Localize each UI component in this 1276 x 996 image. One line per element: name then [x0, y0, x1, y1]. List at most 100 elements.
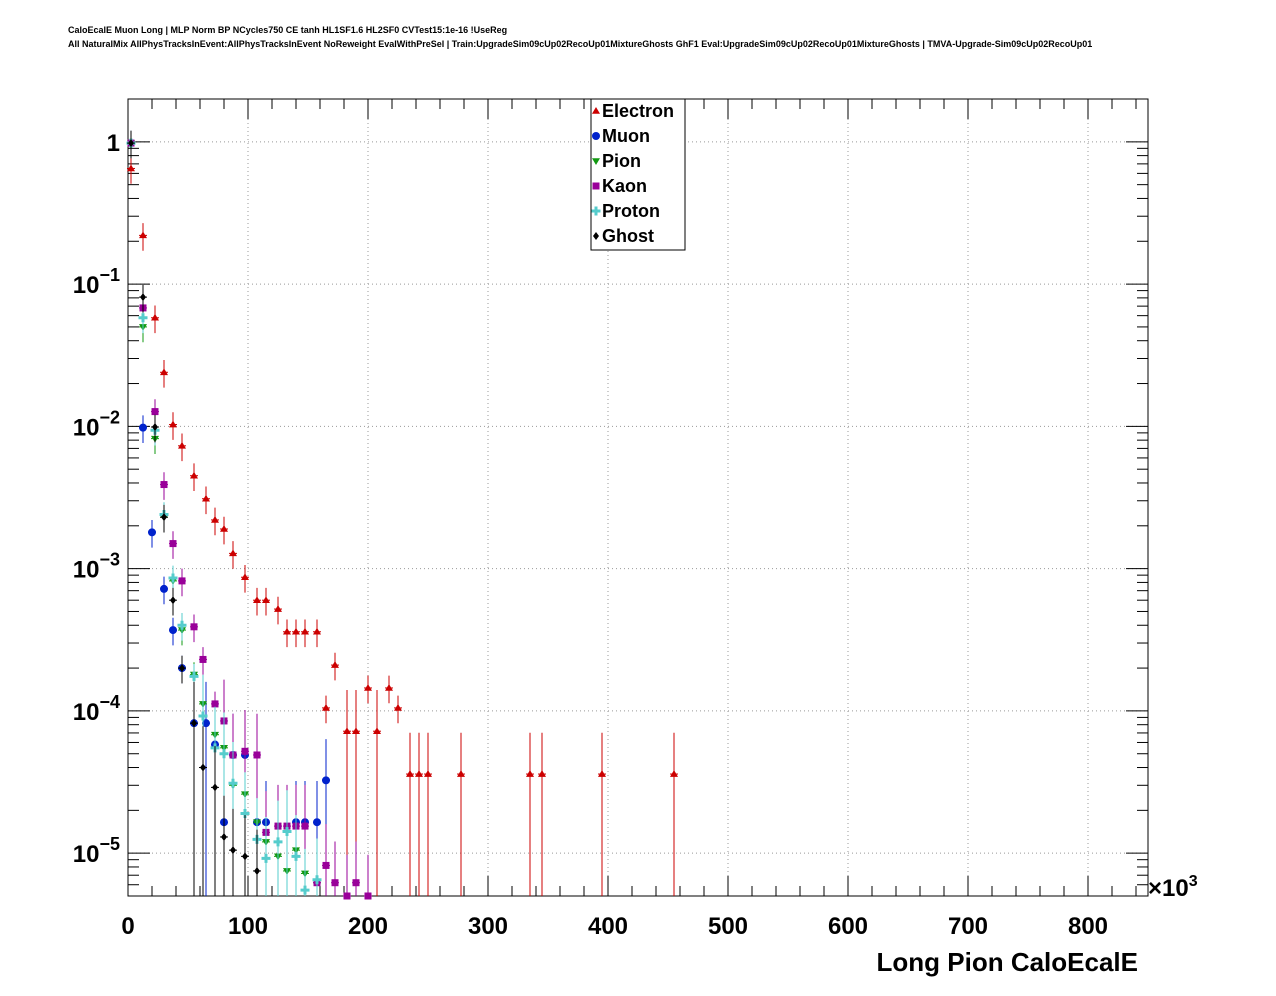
marker [199, 655, 207, 663]
marker [228, 778, 238, 788]
marker [198, 711, 208, 721]
marker [364, 683, 372, 691]
marker [138, 313, 148, 323]
marker [670, 770, 678, 777]
x-axis-multiplier: ×103 [1148, 873, 1198, 902]
data-point-ghost [139, 284, 147, 313]
y-tick-label: 10−2 [73, 407, 120, 441]
legend-marker [592, 132, 600, 140]
marker [127, 164, 135, 172]
marker [179, 664, 185, 673]
data-point-kaon [178, 568, 186, 597]
axes: 0 100 200 300 400 500 600 700 800 10−5 10−4 10−3 10−… [73, 98, 1149, 940]
marker [538, 770, 546, 777]
data-point-ghost [160, 504, 168, 533]
marker [415, 770, 423, 777]
legend-entry-electron: Electron [592, 101, 674, 121]
y-tick-label: 1 [107, 130, 120, 157]
marker [526, 770, 534, 777]
marker [190, 623, 198, 631]
marker [406, 770, 414, 777]
data-point-kaon [199, 647, 207, 675]
data-point-electron [190, 463, 198, 492]
marker [352, 879, 360, 887]
data-point-ghost [151, 414, 159, 443]
marker [261, 853, 271, 863]
chart-title-line-2: All NaturalMix AllPhysTracksInEvent:AllP… [68, 39, 1093, 49]
data-point-ghost [211, 746, 219, 896]
data-point-ghost [199, 726, 207, 896]
marker [242, 852, 248, 861]
legend-marker [592, 158, 600, 165]
data-point-proton [312, 838, 322, 896]
data-point-muon [139, 415, 147, 443]
marker [140, 293, 146, 302]
data-point-electron [415, 732, 423, 896]
legend-label: Electron [602, 101, 674, 121]
marker [598, 770, 606, 777]
marker [291, 851, 301, 861]
x-tick-label: 0 [121, 913, 134, 940]
legend: Electron Muon Pion Kaon Proton Ghost [590, 98, 686, 251]
data-point-electron [394, 695, 402, 724]
marker [220, 524, 228, 532]
data-point-electron [253, 587, 261, 616]
data-point-ghost [220, 795, 228, 896]
marker [200, 763, 206, 772]
marker [178, 577, 186, 585]
y-tick-label: 10−1 [73, 265, 120, 299]
data-point-proton [177, 612, 187, 641]
marker [139, 231, 147, 239]
legend-entry-proton: Proton [591, 201, 660, 221]
data-point-electron [292, 619, 300, 648]
data-point-proton [261, 817, 271, 896]
marker [322, 861, 330, 869]
marker [312, 875, 322, 885]
marker [148, 528, 156, 537]
series-electron [127, 156, 678, 896]
data-point-kaon [190, 614, 198, 643]
legend-label: Kaon [602, 176, 647, 196]
marker [457, 770, 465, 777]
data-point-electron [322, 695, 330, 724]
data-point-electron [373, 689, 381, 896]
data-point-electron [406, 732, 414, 896]
y-tick-label: 10−3 [73, 550, 120, 584]
data-point-proton [273, 800, 283, 896]
data-point-muon [148, 520, 156, 548]
data-point-proton [282, 790, 292, 896]
marker [424, 770, 432, 777]
legend-label: Ghost [602, 226, 654, 246]
marker [313, 627, 321, 635]
data-point-electron [151, 305, 159, 334]
x-tick-label: 200 [348, 913, 388, 940]
marker [128, 139, 134, 148]
series-muon [127, 130, 330, 896]
data-point-ghost [127, 130, 135, 159]
legend-marker [593, 232, 599, 240]
marker [373, 727, 381, 735]
grid [128, 99, 1148, 896]
marker [343, 727, 351, 735]
marker [282, 827, 292, 837]
marker [394, 703, 402, 711]
marker [170, 596, 176, 605]
data-point-kaon [364, 854, 372, 900]
marker [254, 866, 260, 875]
x-axis-title: Long Pion CaloEcalE [877, 947, 1138, 977]
x-tick-label: 600 [828, 913, 868, 940]
data-point-kaon [343, 854, 351, 900]
plot-points [126, 130, 678, 900]
marker [160, 584, 168, 593]
marker [211, 700, 219, 708]
legend-entry-muon: Muon [592, 126, 650, 146]
marker [230, 846, 236, 855]
data-point-electron [364, 675, 372, 704]
legend-entry-pion: Pion [592, 151, 641, 171]
y-tick-label: 10−4 [73, 692, 120, 726]
legend-entry-kaon: Kaon [592, 176, 647, 196]
data-point-electron [538, 732, 546, 896]
data-point-proton [291, 815, 301, 896]
data-point-electron [283, 619, 291, 648]
data-point-electron [274, 596, 282, 625]
